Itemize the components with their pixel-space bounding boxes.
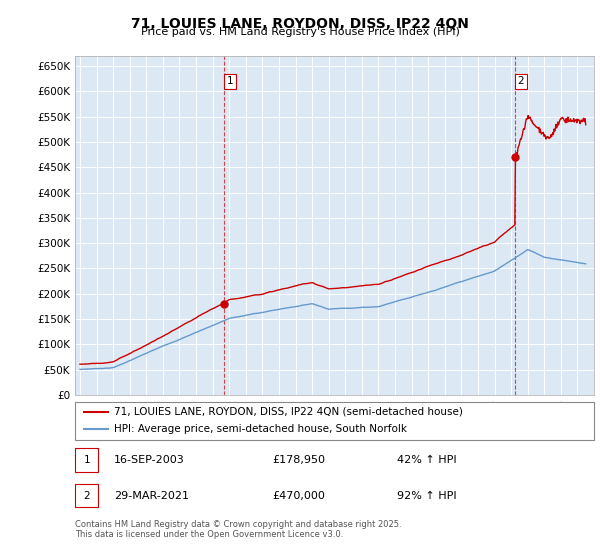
Text: 1: 1 — [227, 76, 233, 86]
FancyBboxPatch shape — [75, 448, 98, 472]
Text: 16-SEP-2003: 16-SEP-2003 — [114, 455, 185, 465]
Text: £178,950: £178,950 — [272, 455, 325, 465]
Text: 1: 1 — [83, 455, 90, 465]
Text: 29-MAR-2021: 29-MAR-2021 — [114, 491, 189, 501]
Text: 2: 2 — [518, 76, 524, 86]
Text: 71, LOUIES LANE, ROYDON, DISS, IP22 4QN: 71, LOUIES LANE, ROYDON, DISS, IP22 4QN — [131, 17, 469, 31]
Text: Contains HM Land Registry data © Crown copyright and database right 2025.
This d: Contains HM Land Registry data © Crown c… — [75, 520, 401, 539]
Text: 42% ↑ HPI: 42% ↑ HPI — [397, 455, 457, 465]
FancyBboxPatch shape — [75, 402, 594, 440]
Text: 92% ↑ HPI: 92% ↑ HPI — [397, 491, 457, 501]
Text: 2: 2 — [83, 491, 90, 501]
Text: HPI: Average price, semi-detached house, South Norfolk: HPI: Average price, semi-detached house,… — [114, 424, 407, 435]
Text: £470,000: £470,000 — [272, 491, 325, 501]
Text: Price paid vs. HM Land Registry's House Price Index (HPI): Price paid vs. HM Land Registry's House … — [140, 27, 460, 37]
FancyBboxPatch shape — [75, 484, 98, 507]
Text: 71, LOUIES LANE, ROYDON, DISS, IP22 4QN (semi-detached house): 71, LOUIES LANE, ROYDON, DISS, IP22 4QN … — [114, 407, 463, 417]
